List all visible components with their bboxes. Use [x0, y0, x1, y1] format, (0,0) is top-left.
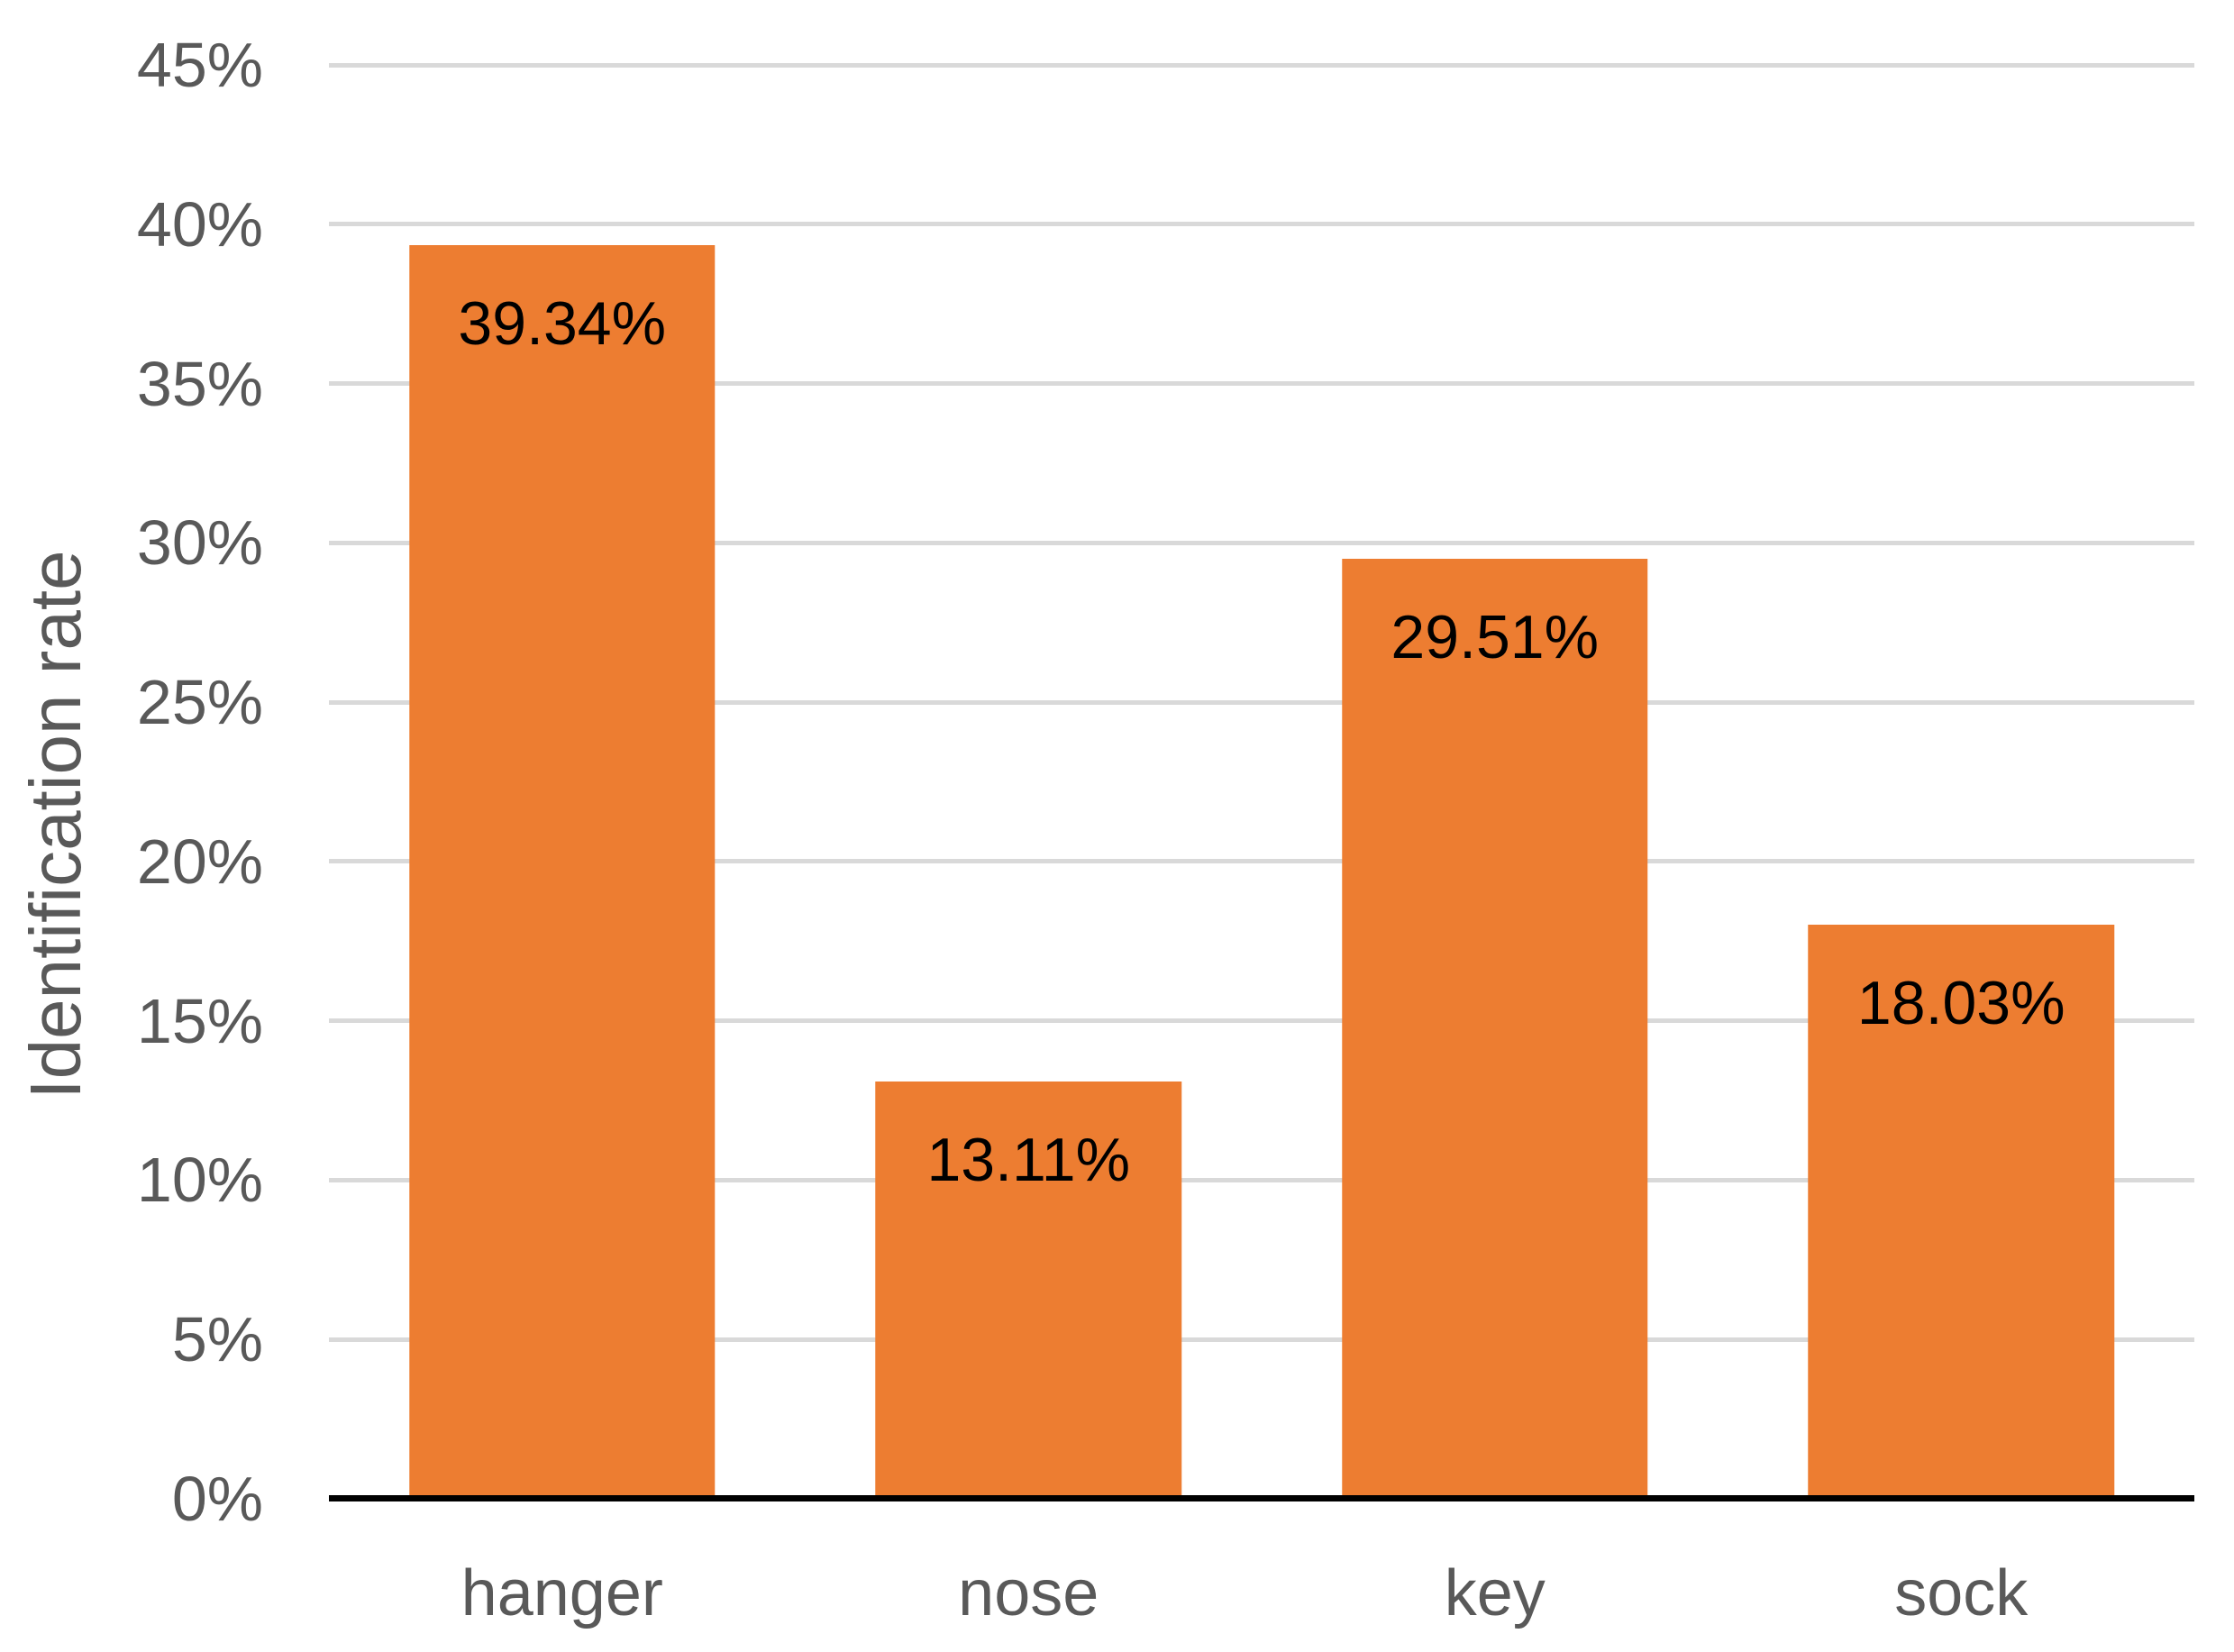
- x-axis-line: [329, 1495, 2194, 1501]
- bar-nose: 13.11%: [875, 1081, 1181, 1499]
- bar-hanger: 39.34%: [409, 245, 716, 1499]
- gridline-10: [329, 1177, 2194, 1182]
- gridline-20: [329, 859, 2194, 864]
- gridline-40: [329, 222, 2194, 227]
- plot-area: 39.34% 13.11% 29.51% 18.03%: [329, 62, 2194, 1501]
- y-tick-label: 45%: [136, 30, 263, 100]
- gridline-25: [329, 699, 2194, 705]
- data-label-sock: 18.03%: [1856, 968, 2065, 1037]
- gridline-30: [329, 540, 2194, 545]
- y-tick-label: 25%: [136, 667, 263, 738]
- y-tick-label: 0%: [171, 1464, 263, 1534]
- x-tick-label-key: key: [1444, 1557, 1546, 1629]
- x-tick-label-nose: nose: [958, 1557, 1099, 1629]
- bar-sock: 18.03%: [1808, 924, 2114, 1499]
- gridline-5: [329, 1337, 2194, 1342]
- y-axis-tick-labels: 0% 5% 10% 15% 20% 25% 30% 35% 40% 45%: [0, 33, 263, 1530]
- y-tick-label: 5%: [171, 1304, 263, 1375]
- gridline-35: [329, 381, 2194, 387]
- y-tick-label: 35%: [136, 348, 263, 419]
- data-label-nose: 13.11%: [926, 1125, 1131, 1194]
- x-axis-category-labels: hanger nose key sock: [329, 1561, 2194, 1652]
- gridline-45: [329, 62, 2194, 68]
- data-label-hanger: 39.34%: [458, 289, 667, 359]
- bar-key: 29.51%: [1342, 558, 1648, 1499]
- y-tick-label: 40%: [136, 188, 263, 260]
- y-tick-label: 20%: [136, 826, 263, 897]
- y-tick-label: 10%: [136, 1145, 263, 1216]
- data-label-key: 29.51%: [1391, 602, 1600, 671]
- gridline-15: [329, 1018, 2194, 1024]
- x-tick-label-sock: sock: [1894, 1557, 2029, 1629]
- y-tick-label: 30%: [136, 507, 263, 579]
- y-tick-label: 15%: [136, 985, 263, 1056]
- x-tick-label-hanger: hanger: [460, 1557, 663, 1629]
